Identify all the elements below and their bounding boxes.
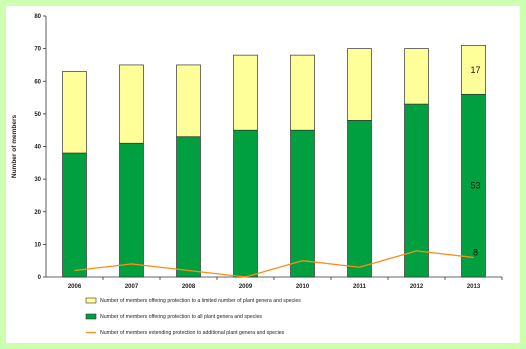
chart-frame: 0 10 20 30 40 50 60 70 80 2006 2007 2008 2009 2010 201…	[6, 6, 520, 343]
bar-segment-all-genera	[290, 129, 315, 278]
bar-segment-limited-genera	[176, 64, 201, 138]
bars	[62, 45, 486, 278]
bar-segment-all-genera	[233, 129, 258, 278]
bar-segment-all-genera	[119, 142, 144, 278]
bar-segment-all-genera	[347, 120, 372, 278]
y-tick-label: 0	[38, 275, 42, 281]
legend-swatch	[85, 313, 97, 320]
bar-segment-limited-genera	[290, 54, 315, 131]
y-tick-label: 40	[34, 145, 41, 151]
bar-segment-limited-genera	[461, 45, 486, 95]
y-tick-label: 50	[34, 112, 41, 118]
bar-segment-limited-genera	[233, 54, 258, 131]
bar-segment-limited-genera	[347, 48, 372, 121]
x-tick-label: 2011	[353, 284, 367, 290]
y-tick-label: 70	[34, 47, 41, 53]
bar-segment-all-genera	[176, 136, 201, 278]
data-label: 8	[473, 247, 478, 257]
x-tick-label: 2008	[182, 284, 196, 290]
bar-segment-limited-genera	[119, 64, 144, 144]
x-tick-label: 2012	[410, 284, 424, 290]
x-tick-label: 2013	[467, 284, 481, 290]
axes: 0 10 20 30 40 50 60 70 80 2006 2007 2008 2009 2010 201…	[34, 14, 503, 290]
stacked-bar-chart: 0 10 20 30 40 50 60 70 80 2006 2007 2008 2009 2010 201…	[11, 14, 503, 336]
line-series	[74, 250, 474, 278]
legend-label: Number of members offering protection to…	[100, 314, 262, 320]
legend-label: Number of members extending protection t…	[100, 330, 285, 336]
legend-label: Number of members offering protection to…	[100, 298, 301, 304]
bar-segment-limited-genera	[404, 48, 429, 105]
legend: Number of members offering protection to…	[85, 297, 301, 336]
line-extending-protection	[74, 250, 474, 278]
legend-swatch	[85, 297, 97, 304]
x-tick-label: 2009	[239, 284, 253, 290]
y-tick-label: 60	[34, 79, 41, 85]
y-tick-label: 10	[34, 242, 41, 248]
x-tick-label: 2006	[68, 284, 82, 290]
data-label: 53	[470, 181, 480, 191]
y-tick-label: 80	[34, 14, 41, 20]
x-tick-label: 2010	[296, 284, 310, 290]
y-axis-label: Number of members	[11, 115, 18, 179]
y-tick-label: 30	[34, 177, 41, 183]
y-tick-label: 20	[34, 210, 41, 216]
bar-segment-all-genera	[62, 152, 87, 278]
bar-segment-limited-genera	[62, 71, 87, 154]
x-tick-label: 2007	[125, 284, 139, 290]
data-label: 17	[470, 65, 480, 75]
data-labels: 17 53 8	[470, 65, 480, 258]
